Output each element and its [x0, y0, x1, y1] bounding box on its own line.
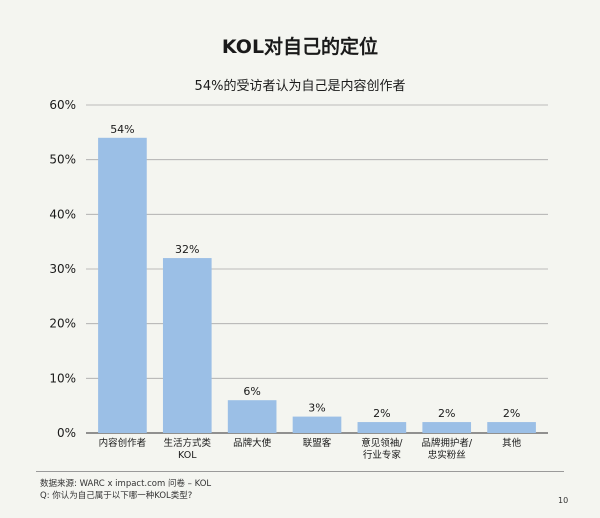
- x-tick-label: 意见领袖/: [361, 437, 403, 449]
- data-label: 6%: [243, 385, 260, 398]
- data-label: 2%: [503, 407, 520, 420]
- bar: [162, 258, 212, 433]
- x-tick-label: 内容创作者: [99, 437, 147, 449]
- x-tick-label: 其他: [502, 437, 522, 449]
- bar: [422, 422, 472, 433]
- chart-title: KOL对自己的定位: [221, 36, 379, 58]
- y-tick-label: 60%: [49, 98, 76, 112]
- y-tick-label: 30%: [49, 262, 76, 276]
- bar: [98, 137, 147, 434]
- y-tick-label: 0%: [57, 426, 76, 440]
- chart-subtitle: 54%的受访者认为自己是内容创作者: [194, 79, 406, 94]
- bar: [292, 416, 342, 433]
- y-tick-label: 20%: [49, 317, 76, 331]
- bar: [357, 422, 407, 433]
- question-line: Q: 你认为自己属于以下哪一种KOL类型?: [40, 491, 193, 501]
- x-tick-label: 联盟客: [303, 437, 332, 449]
- footer-divider: [36, 471, 564, 472]
- source-line: 数据来源: WARC x impact.com 问卷 – KOL: [40, 479, 212, 489]
- bar: [487, 422, 536, 433]
- source-note: 数据来源: WARC x impact.com 问卷 – KOL Q: 你认为自…: [40, 478, 211, 502]
- data-label: 2%: [373, 407, 390, 420]
- x-tick-label: 品牌大使: [233, 437, 272, 449]
- data-label: 3%: [308, 402, 325, 415]
- bar: [227, 400, 277, 433]
- y-tick-label: 50%: [49, 153, 76, 167]
- x-tick-label: 忠实粉丝: [428, 449, 466, 461]
- page-number: 10: [558, 496, 569, 505]
- y-tick-label: 40%: [49, 207, 76, 221]
- x-tick-label: KOL: [178, 450, 197, 461]
- x-tick-label: 品牌拥护者/: [421, 437, 473, 449]
- x-tick-label: 生活方式类: [164, 437, 212, 449]
- x-tick-label: 行业专家: [363, 449, 402, 461]
- data-label: 2%: [438, 407, 455, 420]
- y-tick-label: 10%: [49, 371, 76, 385]
- data-label: 32%: [175, 243, 199, 256]
- data-label: 54%: [110, 123, 134, 136]
